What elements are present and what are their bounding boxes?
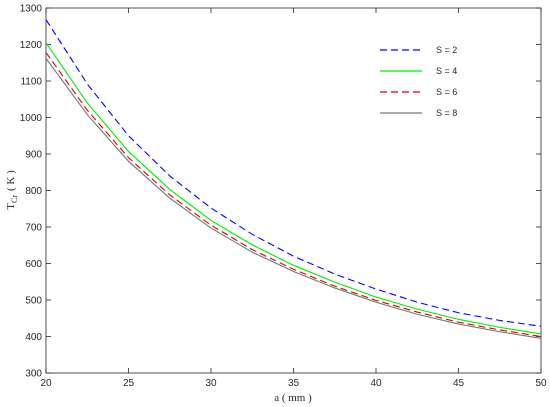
x-tick-label: 20: [40, 378, 52, 389]
legend-label-s2: S = 2: [436, 45, 457, 55]
x-tick-label: 25: [123, 378, 135, 389]
plot-area-frame: [45, 7, 542, 374]
y-tick-label: 300: [25, 369, 42, 380]
y-tick-label: 600: [25, 259, 42, 270]
x-tick-label: 45: [453, 378, 465, 389]
legend-label-s4: S = 4: [436, 66, 457, 76]
series-line-s4: [45, 42, 542, 335]
y-axis-label-unit: ( K ): [5, 170, 17, 191]
x-tick-label: 40: [370, 378, 382, 389]
legend-label-s8: S = 8: [436, 108, 457, 118]
y-tick-label: 1100: [20, 77, 42, 88]
x-axis-label: a ( mm ): [274, 392, 312, 404]
y-tick-label: 1300: [20, 4, 43, 15]
y-tick-label: 1000: [20, 113, 43, 124]
y-tick-label: 1200: [20, 40, 43, 51]
y-tick-label: 400: [25, 332, 42, 343]
y-axis-label: TCr ( K ): [5, 170, 19, 210]
y-tick-label: 700: [25, 223, 42, 234]
series-line-s6: [45, 52, 542, 338]
legend-label-s6: S = 6: [436, 87, 457, 97]
y-axis-label-main: T: [5, 203, 17, 210]
y-tick-label: 500: [25, 296, 42, 307]
series-line-s2: [45, 19, 542, 327]
series-line-s8: [45, 58, 542, 339]
y-axis-label-subscript: Cr: [10, 195, 19, 203]
x-tick-label: 30: [205, 378, 217, 389]
y-tick-label: 900: [25, 150, 42, 161]
x-tick-label: 35: [288, 378, 300, 389]
y-tick-label: 800: [25, 186, 42, 197]
x-tick-label: 50: [535, 378, 547, 389]
